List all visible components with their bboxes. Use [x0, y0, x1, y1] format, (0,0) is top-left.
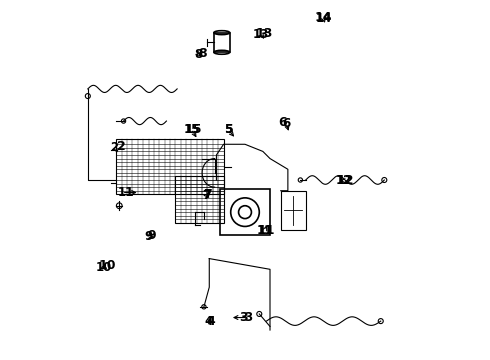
Bar [117, 139, 223, 194]
Text: 4: 4 [207, 315, 216, 328]
Bar [214, 33, 230, 52]
Text: 2: 2 [118, 140, 126, 153]
Text: 15: 15 [184, 123, 202, 136]
Text: 5: 5 [224, 123, 232, 136]
Text: 13: 13 [256, 27, 273, 40]
Text: 7: 7 [203, 189, 211, 202]
Text: 5: 5 [224, 123, 233, 136]
Text: 11: 11 [257, 224, 273, 237]
Text: 15: 15 [184, 123, 200, 136]
Text: 9: 9 [145, 230, 153, 243]
Text: 8: 8 [198, 47, 206, 60]
Text: 3: 3 [244, 311, 252, 324]
Text: 2: 2 [111, 141, 119, 154]
Text: 1: 1 [118, 186, 126, 199]
Text: 14: 14 [316, 12, 332, 25]
Text: 10: 10 [96, 261, 112, 274]
Text: 12: 12 [336, 174, 354, 186]
Text: 10: 10 [98, 259, 116, 272]
Text: 9: 9 [148, 229, 156, 242]
Text: 4: 4 [204, 315, 213, 328]
Text: 14: 14 [315, 11, 332, 24]
Text: 11: 11 [258, 224, 275, 237]
Text: 6: 6 [282, 117, 290, 130]
Bar [281, 191, 306, 230]
Text: 13: 13 [253, 28, 269, 41]
Text: 8: 8 [195, 48, 203, 61]
Text: 6: 6 [278, 116, 287, 129]
Text: 7: 7 [203, 188, 212, 201]
Text: 12: 12 [336, 174, 352, 187]
Bar [175, 176, 223, 223]
Bar [220, 189, 270, 235]
Text: 3: 3 [239, 311, 247, 324]
Text: 1: 1 [124, 186, 133, 199]
